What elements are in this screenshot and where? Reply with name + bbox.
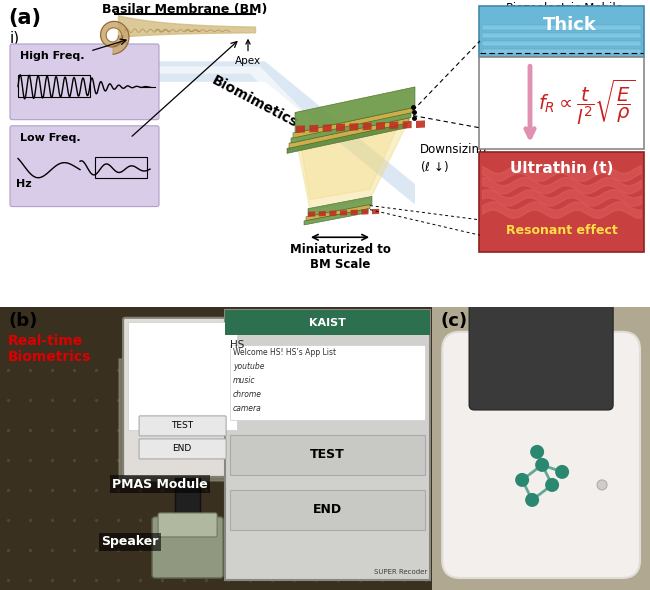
Text: i): i) <box>10 31 20 45</box>
Bar <box>175 420 200 530</box>
FancyBboxPatch shape <box>230 435 425 475</box>
Polygon shape <box>361 209 369 215</box>
Polygon shape <box>287 123 407 153</box>
FancyBboxPatch shape <box>10 126 159 206</box>
FancyBboxPatch shape <box>139 439 226 459</box>
Text: Hz: Hz <box>16 179 32 189</box>
Text: Piezoelectric Mobile
Acoustic Sensor: Piezoelectric Mobile Acoustic Sensor <box>506 2 623 30</box>
Text: Base: Base <box>112 40 138 66</box>
FancyBboxPatch shape <box>152 517 223 578</box>
Polygon shape <box>340 210 347 215</box>
Circle shape <box>515 473 529 487</box>
Text: Speaker: Speaker <box>101 536 159 549</box>
Polygon shape <box>296 125 305 133</box>
Text: youtube: youtube <box>233 362 265 371</box>
Polygon shape <box>308 211 315 217</box>
Bar <box>482 25 641 30</box>
Text: TEST: TEST <box>171 421 193 430</box>
Bar <box>225 310 430 580</box>
Bar <box>95 158 147 178</box>
Text: Apex: Apex <box>235 40 261 66</box>
FancyBboxPatch shape <box>10 44 159 120</box>
Polygon shape <box>309 124 318 132</box>
Text: KAIST: KAIST <box>309 318 346 328</box>
Polygon shape <box>308 196 372 217</box>
Polygon shape <box>155 67 350 163</box>
Text: chrome: chrome <box>233 390 262 399</box>
FancyBboxPatch shape <box>139 416 226 436</box>
Circle shape <box>525 493 539 507</box>
Text: Biomimetics: Biomimetics <box>209 74 300 131</box>
Text: Basilar Membrane (BM): Basilar Membrane (BM) <box>102 3 268 16</box>
Text: END: END <box>172 444 192 453</box>
Polygon shape <box>101 21 129 54</box>
Text: Low Freq.: Low Freq. <box>20 133 81 143</box>
Text: Real-time: Real-time <box>8 334 83 348</box>
Bar <box>18 75 90 97</box>
Text: END: END <box>313 503 342 516</box>
Polygon shape <box>336 124 345 132</box>
FancyBboxPatch shape <box>469 300 613 410</box>
Polygon shape <box>389 122 398 129</box>
FancyBboxPatch shape <box>479 6 644 57</box>
Text: HS: HS <box>230 340 244 350</box>
Polygon shape <box>293 107 413 138</box>
Text: Downsizing
($\ell$ ↓): Downsizing ($\ell$ ↓) <box>420 143 488 173</box>
Polygon shape <box>306 205 370 221</box>
Polygon shape <box>330 211 337 216</box>
Circle shape <box>535 458 549 472</box>
Bar <box>230 345 425 420</box>
Polygon shape <box>295 87 415 133</box>
Circle shape <box>545 478 559 492</box>
Text: Thick: Thick <box>543 15 597 34</box>
Text: (b): (b) <box>8 312 38 330</box>
Bar <box>225 310 430 335</box>
Text: Welcome HS! HS’s App List: Welcome HS! HS’s App List <box>233 348 336 357</box>
Text: (a): (a) <box>8 8 41 28</box>
Circle shape <box>555 465 569 479</box>
FancyBboxPatch shape <box>123 318 242 477</box>
Text: Miniaturized to
BM Scale: Miniaturized to BM Scale <box>289 244 391 271</box>
Text: music: music <box>233 376 255 385</box>
Circle shape <box>530 445 544 459</box>
Polygon shape <box>349 123 358 131</box>
Text: (c): (c) <box>440 312 467 330</box>
Text: Ultrathin (t): Ultrathin (t) <box>510 161 614 176</box>
Text: Biometrics: Biometrics <box>8 350 92 364</box>
FancyBboxPatch shape <box>158 513 217 537</box>
FancyBboxPatch shape <box>479 152 644 251</box>
Polygon shape <box>291 113 411 143</box>
Text: High Freq.: High Freq. <box>20 51 84 61</box>
Polygon shape <box>304 209 368 225</box>
Polygon shape <box>376 122 385 130</box>
Polygon shape <box>295 107 415 209</box>
Polygon shape <box>350 209 358 215</box>
Text: SUPER Recoder: SUPER Recoder <box>374 569 427 575</box>
Circle shape <box>597 480 607 490</box>
Polygon shape <box>402 121 411 129</box>
FancyBboxPatch shape <box>230 490 425 530</box>
FancyBboxPatch shape <box>119 359 301 481</box>
FancyBboxPatch shape <box>479 57 644 149</box>
Polygon shape <box>322 124 332 132</box>
Polygon shape <box>372 209 379 214</box>
Text: camera: camera <box>233 404 262 413</box>
Polygon shape <box>80 61 415 205</box>
Text: Resonant effect: Resonant effect <box>506 224 618 237</box>
Bar <box>482 32 641 38</box>
Text: TEST: TEST <box>310 448 345 461</box>
FancyBboxPatch shape <box>442 332 640 578</box>
Bar <box>128 322 237 430</box>
Text: PMAS Module: PMAS Module <box>112 478 208 491</box>
Bar <box>482 49 641 54</box>
Polygon shape <box>416 120 425 128</box>
Polygon shape <box>363 123 372 130</box>
Text: $f_R \propto \dfrac{t}{l^2}\sqrt{\dfrac{E}{\rho}}$: $f_R \propto \dfrac{t}{l^2}\sqrt{\dfrac{… <box>538 77 636 127</box>
Bar <box>482 41 641 46</box>
Polygon shape <box>289 117 409 148</box>
Polygon shape <box>295 87 415 199</box>
Polygon shape <box>318 211 326 217</box>
